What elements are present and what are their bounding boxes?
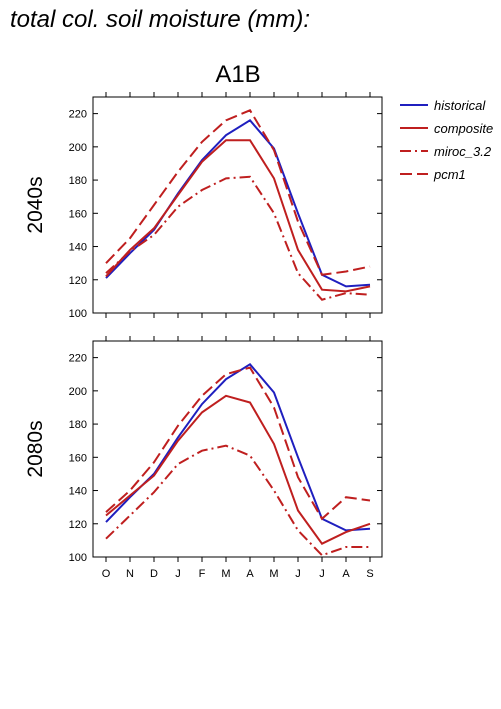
legend-label-historical: historical — [434, 98, 486, 113]
series-line-pcm1 — [105, 366, 371, 521]
legend-label-pcm1: pcm1 — [433, 167, 466, 182]
series-line-historical — [105, 362, 371, 532]
y-tick-label: 200 — [69, 142, 87, 154]
y-tick-label: 200 — [69, 386, 87, 398]
scenario-label: A1B — [215, 61, 260, 88]
y-tick-label: 140 — [69, 242, 87, 254]
panel-label: 2080s — [24, 420, 47, 477]
series-line-composite — [105, 139, 371, 293]
plot-frame — [92, 96, 383, 314]
x-tick-label: J — [295, 568, 301, 580]
y-tick-label: 100 — [69, 308, 87, 320]
series-line-pcm1 — [105, 109, 371, 276]
y-tick-label: 120 — [69, 275, 87, 287]
panel-2080s: 100 120 140 160 180 200 220 O N D J F M A M J J A S 2080s — [24, 336, 383, 580]
y-tick-label: 120 — [69, 519, 87, 531]
page-title: total col. soil moisture (mm): — [10, 6, 311, 33]
series-line-miroc_3.2 — [105, 444, 370, 557]
y-tick-label: 180 — [69, 175, 87, 187]
y-tick-label: 160 — [69, 452, 87, 464]
x-tick-label: J — [319, 568, 325, 580]
legend: historical composite miroc_3.2 pcm1 — [400, 98, 493, 182]
legend-label-miroc_3.2: miroc_3.2 — [434, 144, 492, 159]
x-tick-label: J — [175, 568, 181, 580]
panel-2040s: 100 120 140 160 180 200 220 2040s — [24, 92, 383, 320]
y-tick-label: 160 — [69, 208, 87, 220]
x-tick-label: A — [342, 568, 350, 580]
x-tick-label: D — [150, 568, 158, 580]
y-tick-label: 180 — [69, 419, 87, 431]
x-tick-label: M — [269, 568, 278, 580]
y-tick-label: 140 — [69, 486, 87, 498]
legend-label-composite: composite — [434, 121, 493, 136]
y-tick-label: 220 — [69, 353, 87, 365]
x-tick-label: S — [366, 568, 373, 580]
series-line-historical — [105, 118, 371, 288]
x-tick-label: N — [126, 568, 134, 580]
panel-label: 2040s — [24, 176, 47, 233]
x-tick-label: F — [199, 568, 206, 580]
x-tick-label: A — [246, 568, 254, 580]
y-tick-label: 220 — [69, 109, 87, 121]
plot-frame — [92, 340, 383, 558]
x-tick-label: M — [221, 568, 230, 580]
y-tick-label: 100 — [69, 552, 87, 564]
x-tick-label: O — [102, 568, 111, 580]
series-line-composite — [105, 394, 371, 545]
